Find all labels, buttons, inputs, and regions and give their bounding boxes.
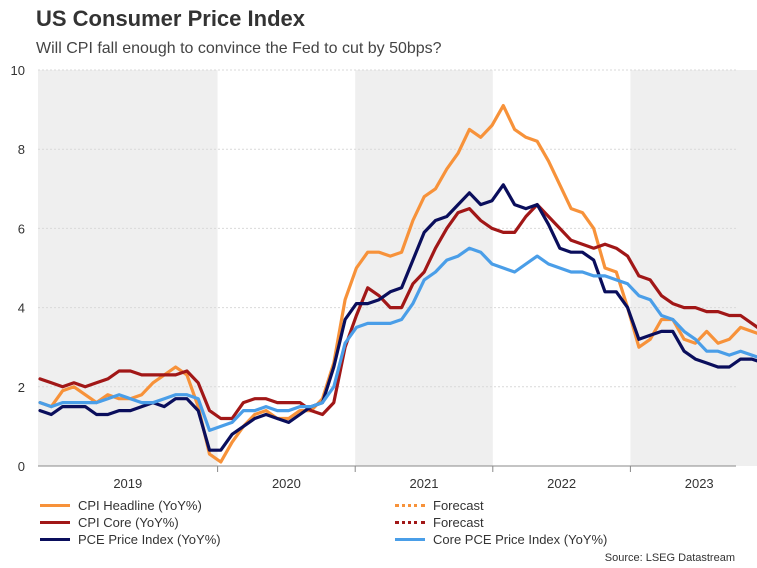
series-line-4 [38, 183, 757, 452]
legend-swatch-1 [395, 503, 425, 507]
series-line-2 [38, 203, 757, 421]
legend-swatch-5 [395, 537, 425, 541]
x-tick-label-2021: 2021 [410, 476, 439, 491]
x-tick-label-2023: 2023 [685, 476, 714, 491]
chart-subtitle: Will CPI fall enough to convince the Fed… [36, 40, 442, 57]
y-tick-label-0: 0 [18, 459, 25, 474]
legend-swatch-4 [40, 537, 70, 541]
legend-label-1: Forecast [433, 497, 484, 513]
legend-item-2: CPI Core (YoY%) [40, 514, 179, 530]
legend-swatch-0 [40, 503, 70, 507]
legend: CPI Headline (YoY%) Forecast CPI Core (YoY… [40, 497, 720, 549]
y-tick-label-6: 6 [18, 221, 25, 236]
legend-item-5: Core PCE Price Index (YoY%) [395, 531, 607, 547]
legend-label-4: PCE Price Index (YoY%) [78, 531, 221, 547]
legend-swatch-3 [395, 520, 425, 524]
y-tick-label-10: 10 [11, 63, 25, 78]
source-note: Source: LSEG Datastream [604, 552, 735, 564]
legend-item-0: CPI Headline (YoY%) [40, 497, 202, 513]
legend-label-5: Core PCE Price Index (YoY%) [433, 531, 608, 547]
y-tick-label-2: 2 [18, 380, 25, 395]
shaded-year-band-2023 [630, 70, 757, 466]
x-tick-label-2020: 2020 [272, 476, 301, 491]
cpi-line-chart: 0246810201920202021202220232024 [11, 63, 757, 491]
y-tick-label-8: 8 [18, 142, 25, 157]
legend-label-0: CPI Headline (YoY%) [78, 497, 202, 513]
legend-item-3: Forecast [395, 514, 484, 530]
chart-title: US Consumer Price Index [36, 6, 305, 31]
legend-label-3: Forecast [433, 514, 484, 530]
shaded-year-band-2021 [355, 70, 493, 466]
legend-item-1: Forecast [395, 497, 484, 513]
series-line-5 [38, 246, 757, 432]
x-tick-label-2019: 2019 [113, 476, 142, 491]
legend-label-2: CPI Core (YoY%) [78, 514, 179, 530]
legend-swatch-2 [40, 520, 70, 524]
y-tick-label-4: 4 [18, 301, 25, 316]
x-tick-label-2022: 2022 [547, 476, 576, 491]
legend-item-4: PCE Price Index (YoY%) [40, 531, 221, 547]
